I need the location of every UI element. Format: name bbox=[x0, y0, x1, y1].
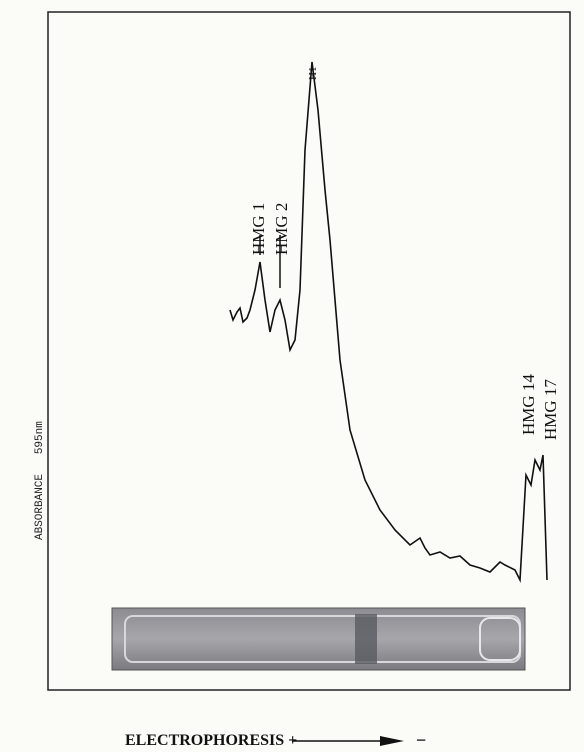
frame bbox=[47, 11, 571, 691]
gel-image bbox=[111, 607, 526, 671]
peak-label: HMG 1 bbox=[249, 203, 268, 255]
peak-label: HMG 14 bbox=[519, 374, 538, 435]
y-axis-label: ABSORBANCE 595nm bbox=[34, 421, 46, 540]
peak-label: HMG 2 bbox=[272, 203, 291, 255]
arrow-head bbox=[380, 736, 404, 746]
peak-label: H1 bbox=[307, 67, 319, 80]
trace bbox=[229, 61, 548, 584]
x-axis-label: ELECTROPHORESIS + bbox=[125, 732, 297, 749]
x-axis-end: − bbox=[416, 730, 426, 750]
peak-label: HMG 17 bbox=[541, 379, 560, 440]
